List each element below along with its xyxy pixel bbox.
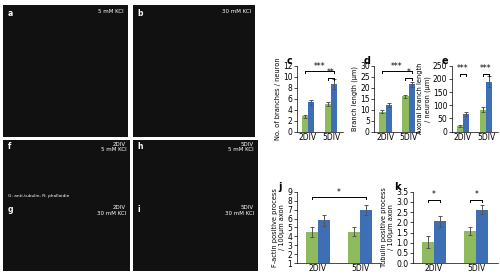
Bar <box>476 210 488 263</box>
Text: 5DIV
5 mM KCl: 5DIV 5 mM KCl <box>228 142 254 152</box>
Text: 2DIV
5 mM KCl: 2DIV 5 mM KCl <box>100 142 126 152</box>
Text: b: b <box>138 9 143 18</box>
Text: j: j <box>278 182 281 192</box>
Text: ***: *** <box>480 64 492 73</box>
Y-axis label: Branch length (μm): Branch length (μm) <box>352 66 358 131</box>
Bar <box>360 210 372 272</box>
Text: h: h <box>138 142 143 151</box>
Text: *: * <box>406 68 410 77</box>
Bar <box>408 84 415 132</box>
Bar <box>324 104 331 132</box>
Text: 2DIV
30 mM KCl: 2DIV 30 mM KCl <box>97 205 126 216</box>
Bar <box>306 232 318 272</box>
Text: ***: *** <box>391 62 403 71</box>
Bar <box>308 102 314 132</box>
Text: a: a <box>8 9 13 18</box>
Text: e: e <box>442 56 448 66</box>
Bar <box>480 110 486 132</box>
Text: d: d <box>364 56 371 66</box>
Bar <box>331 84 338 132</box>
Y-axis label: Tubulin positive process
/ 100μm axon: Tubulin positive process / 100μm axon <box>382 187 394 267</box>
Bar <box>486 82 492 132</box>
Bar <box>402 96 408 132</box>
Text: *: * <box>432 190 436 199</box>
Bar <box>434 221 446 263</box>
Bar <box>422 242 434 263</box>
Text: **: ** <box>327 68 335 77</box>
Bar <box>464 231 476 263</box>
Text: g: g <box>8 205 13 214</box>
Text: c: c <box>286 56 292 66</box>
Text: f: f <box>8 142 11 151</box>
Text: ***: *** <box>457 64 469 73</box>
Bar <box>318 220 330 272</box>
Text: 5 mM KCl: 5 mM KCl <box>98 9 124 15</box>
Text: *: * <box>474 190 478 199</box>
Text: ***: *** <box>314 62 326 71</box>
Text: *: * <box>337 188 341 196</box>
Bar <box>302 116 308 132</box>
Y-axis label: F-actin positive process
/ 100μm axon: F-actin positive process / 100μm axon <box>272 188 285 267</box>
Bar <box>463 114 469 132</box>
Bar <box>348 232 360 272</box>
Y-axis label: Axonal branch length
/ neuron (μm): Axonal branch length / neuron (μm) <box>417 63 431 134</box>
Y-axis label: No. of branches / neuron: No. of branches / neuron <box>274 57 280 140</box>
Bar <box>379 112 386 132</box>
Bar <box>386 105 392 132</box>
Text: i: i <box>138 205 140 214</box>
Text: 5DIV
30 mM KCl: 5DIV 30 mM KCl <box>224 205 254 216</box>
Bar <box>456 126 463 132</box>
Text: 30 mM KCl: 30 mM KCl <box>222 9 252 15</box>
Text: k: k <box>394 182 400 192</box>
Text: G: anti-tubulin, R: phalloidin: G: anti-tubulin, R: phalloidin <box>8 194 69 198</box>
